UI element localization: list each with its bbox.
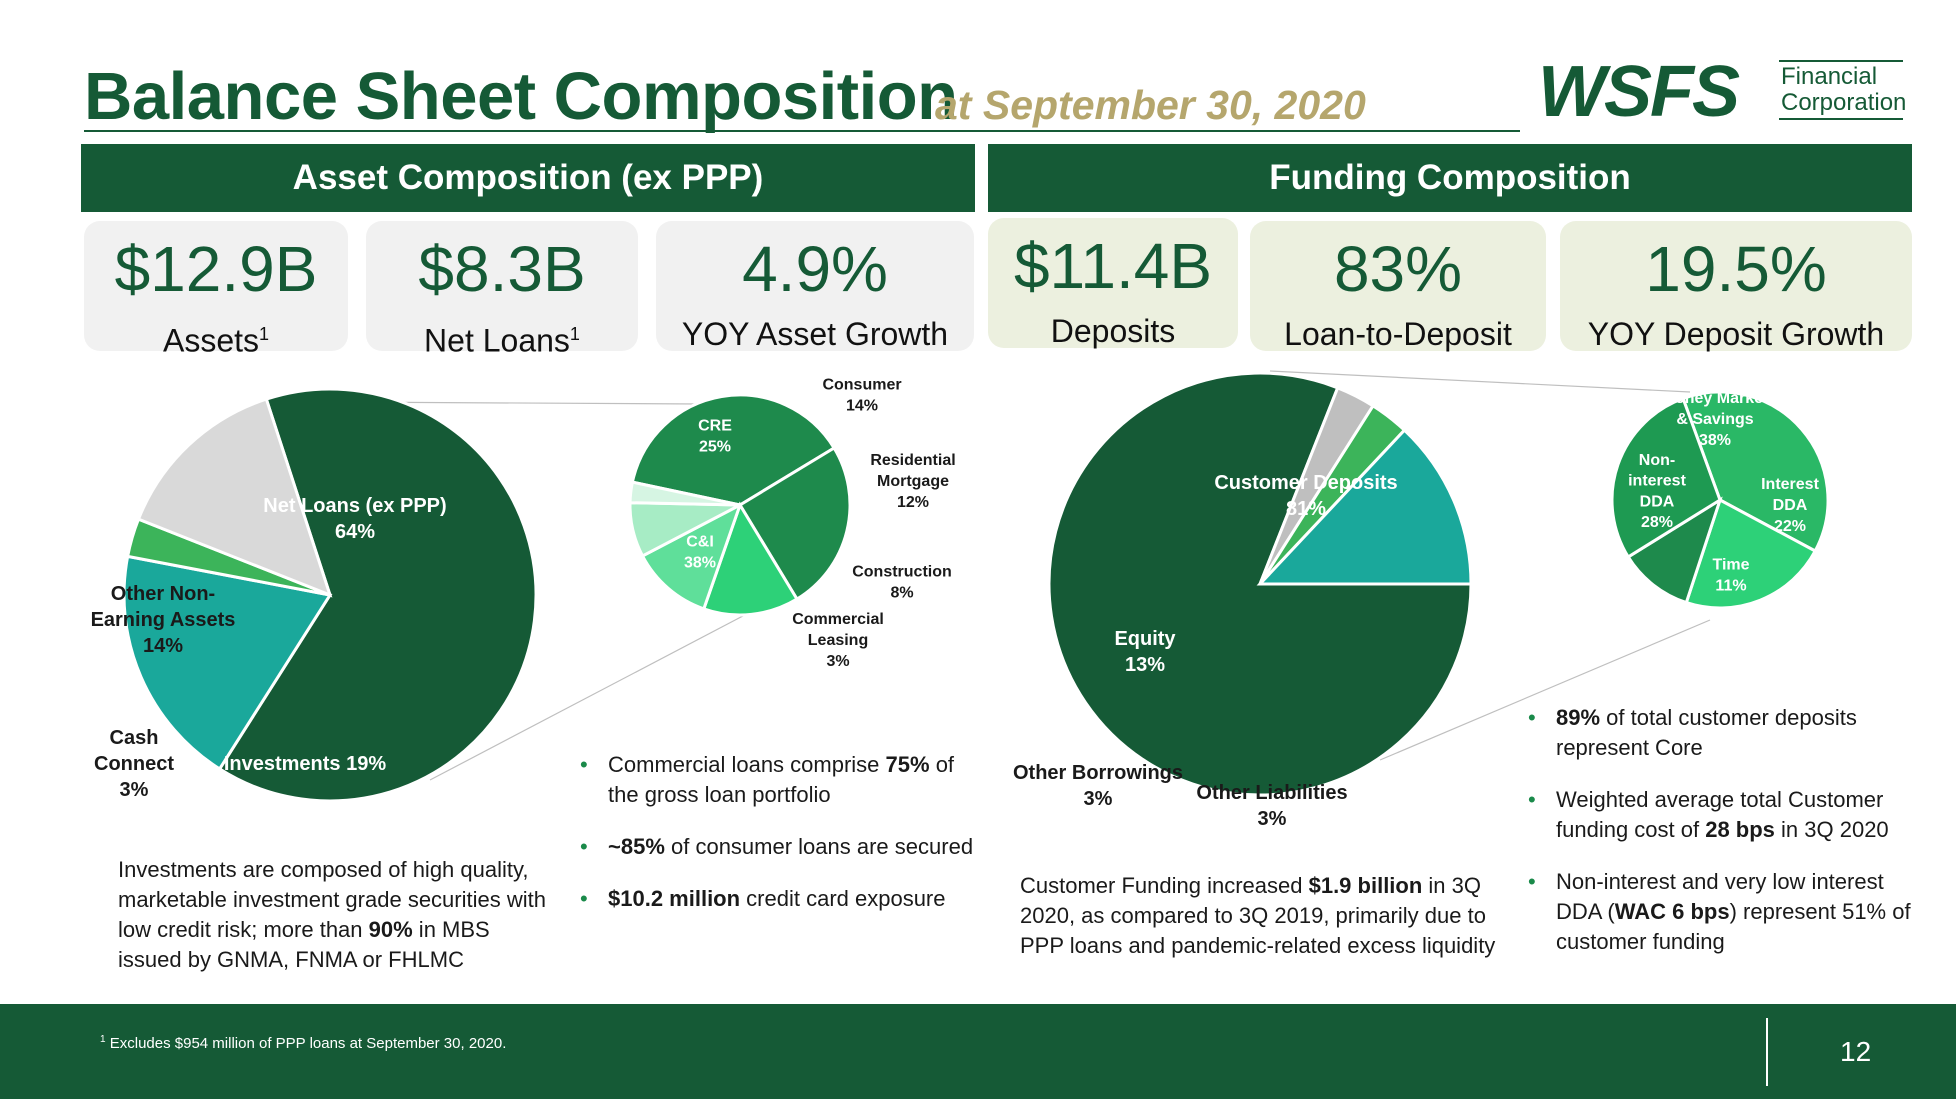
asset-bullet: $10.2 million credit card exposure bbox=[576, 884, 976, 914]
pie-chart-3: Customer Deposits 81% Other Liabilities 3% O… bbox=[1013, 371, 1473, 830]
pie-slice bbox=[122, 554, 333, 772]
pie-slice-label: Time 11% bbox=[1712, 557, 1749, 595]
pie-slice bbox=[136, 397, 333, 598]
footer-bar bbox=[0, 1004, 1956, 1099]
company-logo: WSFS Financial Corporation bbox=[1538, 56, 1908, 128]
pie-chart-2: C&I 38% CRE 25% Consumer 14% Residential Mortga… bbox=[628, 377, 956, 670]
pie-slice bbox=[737, 445, 852, 602]
pie-slice bbox=[640, 501, 743, 611]
funding-note: Customer Funding increased $1.9 billion … bbox=[1020, 873, 1496, 958]
stat-label: YOY Asset Growth bbox=[681, 316, 949, 352]
pie-slice-label: CRE 25% bbox=[698, 418, 732, 456]
connector-line bbox=[429, 606, 761, 781]
pie-slice-label: Equity 13% bbox=[1114, 628, 1176, 676]
stat-value: $12.9B bbox=[114, 233, 318, 305]
funding-bullet: Weighted average total Customer funding … bbox=[1524, 785, 1924, 845]
stat-value: $11.4B bbox=[1013, 230, 1213, 302]
stat-value: $8.3B bbox=[418, 233, 586, 305]
page-number: 12 bbox=[1840, 1036, 1872, 1067]
funding-bullet-list: 89% of total customer deposits represent… bbox=[1524, 703, 1924, 979]
footnote: 1 Excludes $954 million of PPP loans at … bbox=[100, 1034, 507, 1052]
pie-slice bbox=[217, 387, 538, 803]
stat-card-deposits: $11.4B Deposits bbox=[988, 218, 1238, 349]
pie-slice-label: Interest DDA 22% bbox=[1761, 476, 1819, 535]
funding-bullet: Non-interest and very low interest DDA (… bbox=[1524, 867, 1924, 957]
asset-section-header: Asset Composition (ex PPP) bbox=[81, 144, 975, 212]
pie-slice-label: Net Loans (ex PPP) 64% bbox=[263, 495, 446, 543]
pie-slice bbox=[1681, 390, 1830, 554]
stat-value: 83% bbox=[1333, 233, 1463, 305]
stat-card-asset-growth: 4.9% YOY Asset Growth bbox=[656, 221, 974, 352]
pie-slice bbox=[1256, 428, 1473, 586]
funding-section-header: Funding Composition bbox=[988, 144, 1912, 212]
stat-card-loan-to-deposit: 83% Loan-to-Deposit bbox=[1250, 221, 1546, 352]
page-title: Balance Sheet Composition bbox=[84, 59, 958, 134]
pie-chart-4: Money Market & Savings 38% Interest DDA 22% Ti… bbox=[1610, 390, 1830, 610]
stat-label: YOY Deposit Growth bbox=[1587, 316, 1885, 352]
pie-slice bbox=[1610, 396, 1722, 560]
stat-label: Deposits bbox=[1050, 313, 1176, 349]
stat-card-net-loans: $8.3B Net Loans1 bbox=[366, 221, 638, 359]
pie-slice-label: Commercial Leasing 3% bbox=[792, 611, 884, 670]
connector-line bbox=[1269, 370, 1691, 393]
asset-bullet: Commercial loans comprise 75% of the gro… bbox=[576, 750, 976, 810]
logo-line-2: Corporation bbox=[1781, 89, 1907, 116]
asset-bullet: ~85% of consumer loans are secured bbox=[576, 832, 976, 862]
stat-label: Assets1 bbox=[162, 322, 270, 359]
title-divider bbox=[84, 130, 1520, 132]
funding-bullet: 89% of total customer deposits represent… bbox=[1524, 703, 1924, 763]
pie-slice bbox=[628, 480, 741, 507]
pie-slice-label: Other Non-Earning Assets 14% bbox=[91, 583, 236, 657]
stat-value: 4.9% bbox=[742, 233, 888, 305]
pie-slice-label: C&I 38% bbox=[684, 534, 716, 572]
pie-slice-label: Other Liabilities 3% bbox=[1196, 782, 1347, 830]
stat-label: Loan-to-Deposit bbox=[1284, 316, 1512, 352]
pie-slice bbox=[701, 501, 800, 617]
connector-line bbox=[1379, 619, 1711, 761]
pie-slice-label: Other Borrowings 3% bbox=[1013, 762, 1183, 810]
pie-slice-label: Non-interest DDA 28% bbox=[1628, 452, 1686, 531]
pie-slice-label: Construction 8% bbox=[852, 564, 952, 602]
pie-slice bbox=[1684, 497, 1818, 610]
logo-subtitle: Financial Corporation bbox=[1779, 60, 1907, 120]
footer-divider bbox=[1766, 1018, 1768, 1086]
stat-label: Net Loans1 bbox=[424, 322, 580, 359]
pie-slice-label: Investments 19% bbox=[224, 753, 387, 775]
stat-value: 19.5% bbox=[1645, 233, 1827, 305]
pie-slice-label: Residential Mortgage 12% bbox=[870, 452, 955, 511]
investments-note: Investments are composed of high quality… bbox=[118, 857, 546, 972]
page-subtitle: at September 30, 2020 bbox=[935, 82, 1366, 128]
pie-slice-label: Cash Connect 3% bbox=[94, 727, 174, 801]
stat-card-assets: $12.9B Assets1 bbox=[84, 221, 348, 359]
logo-line-1: Financial bbox=[1781, 63, 1878, 90]
asset-bullet-list: Commercial loans comprise 75% of the gro… bbox=[576, 750, 976, 936]
pie-slice-label: Consumer 14% bbox=[822, 377, 901, 415]
stat-card-deposit-growth: 19.5% YOY Deposit Growth bbox=[1560, 221, 1912, 352]
pie-slice-label: Money Market & Savings 38% bbox=[1662, 390, 1769, 449]
logo-wordmark: WSFS bbox=[1538, 52, 1740, 132]
connector-lines bbox=[329, 370, 1711, 781]
pie-chart-1: Net Loans (ex PPP) 64% Investments 19% Cash… bbox=[91, 387, 538, 803]
pie-slice-label: Customer Deposits 81% bbox=[1214, 472, 1397, 520]
